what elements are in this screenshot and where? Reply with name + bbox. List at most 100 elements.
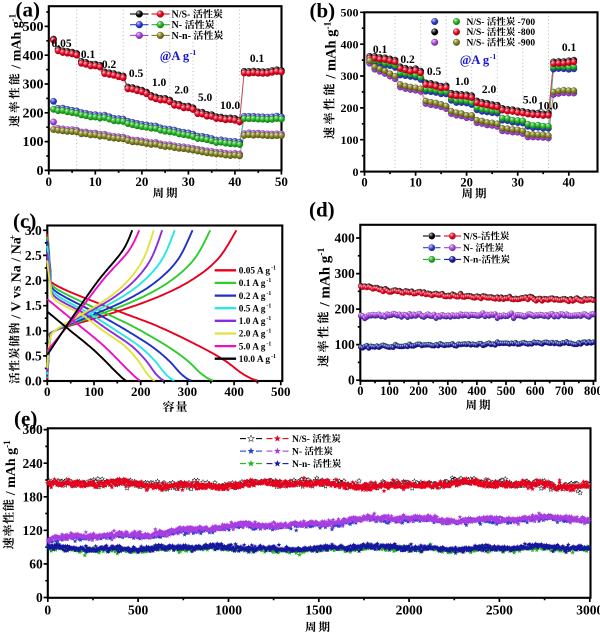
svg-text:10.0: 10.0	[538, 101, 558, 113]
svg-text:200: 200	[23, 106, 44, 121]
svg-text:0: 0	[44, 384, 51, 399]
svg-text:(d): (d)	[309, 198, 335, 222]
svg-text:1500: 1500	[305, 603, 332, 618]
svg-text:0.1: 0.1	[81, 49, 96, 61]
svg-text:-1: -1	[266, 278, 271, 284]
svg-text:300: 300	[335, 266, 356, 281]
svg-text:0.05 A g: 0.05 A g	[239, 267, 271, 277]
svg-text:-1: -1	[266, 316, 271, 322]
svg-text:@A g: @A g	[160, 49, 190, 63]
svg-text:N/S-: N/S-	[172, 10, 193, 21]
svg-text:0.1 A g: 0.1 A g	[239, 279, 266, 289]
svg-text:2.0 A g: 2.0 A g	[239, 330, 266, 340]
svg-text:2000: 2000	[396, 603, 423, 618]
svg-text:(e): (e)	[14, 407, 37, 431]
svg-text:1.5: 1.5	[25, 298, 42, 313]
svg-text:20: 20	[460, 176, 473, 190]
svg-text:2.0: 2.0	[482, 84, 497, 96]
svg-text:-1: -1	[266, 291, 271, 297]
svg-text:(c): (c)	[13, 209, 36, 233]
svg-text:10: 10	[89, 174, 102, 189]
svg-text:(a): (a)	[16, 0, 41, 22]
svg-text:/ mAh g: / mAh g	[4, 448, 19, 499]
svg-text:200: 200	[409, 384, 428, 398]
svg-text:1.0: 1.0	[455, 76, 470, 88]
svg-text:0.5: 0.5	[25, 348, 42, 363]
svg-text:N/S-: N/S-	[463, 232, 481, 242]
svg-text:0.5: 0.5	[129, 68, 144, 80]
svg-text:300: 300	[341, 69, 359, 83]
svg-text:N-: N-	[172, 20, 185, 31]
svg-text:/ mAh g: / mAh g	[324, 29, 340, 83]
svg-text:N/S-: N/S-	[467, 18, 487, 28]
svg-text:20: 20	[135, 174, 148, 189]
svg-text:N-: N-	[463, 244, 475, 254]
svg-text:2.5: 2.5	[25, 248, 42, 263]
svg-text:500: 500	[271, 384, 291, 399]
svg-text:/ mAh g: / mAh g	[318, 255, 334, 310]
svg-text:-900: -900	[515, 39, 535, 49]
svg-text:200: 200	[341, 101, 359, 115]
svg-text:30: 30	[182, 174, 195, 189]
svg-text:-800: -800	[515, 28, 535, 38]
svg-text:1.0: 1.0	[25, 323, 42, 338]
svg-text:(b): (b)	[310, 0, 336, 23]
svg-text:0: 0	[361, 176, 367, 190]
svg-text:100: 100	[23, 135, 44, 150]
svg-text:-1: -1	[316, 248, 327, 256]
svg-text:40: 40	[228, 174, 241, 189]
svg-text:500: 500	[128, 603, 149, 618]
svg-text:N/S-: N/S-	[467, 39, 487, 49]
svg-text:0.5: 0.5	[427, 66, 442, 78]
svg-text:-1: -1	[490, 52, 497, 61]
svg-text:-1: -1	[271, 266, 276, 272]
svg-text:10.0: 10.0	[220, 100, 240, 112]
svg-text:300: 300	[438, 384, 457, 398]
svg-text:-1: -1	[266, 341, 271, 347]
svg-text:400: 400	[23, 49, 44, 64]
svg-text:3000: 3000	[576, 603, 600, 618]
svg-text:0.05: 0.05	[51, 38, 71, 50]
svg-text:/ V vs Na / Na: / V vs Na / Na	[10, 237, 25, 322]
svg-text:1000: 1000	[215, 603, 242, 618]
svg-text:-1: -1	[266, 329, 271, 335]
svg-text:50: 50	[275, 174, 288, 189]
svg-text:-1: -1	[266, 304, 271, 310]
svg-text:N-n-: N-n-	[172, 31, 194, 42]
svg-text:0.0: 0.0	[25, 374, 42, 389]
svg-text:0.2: 0.2	[102, 59, 117, 71]
svg-text:400: 400	[224, 384, 244, 399]
svg-text:500: 500	[23, 20, 44, 35]
svg-text:-1: -1	[271, 354, 276, 360]
svg-text:/ mAh g: / mAh g	[10, 21, 25, 72]
svg-text:5.0: 5.0	[198, 92, 213, 104]
svg-text:0.1: 0.1	[250, 53, 265, 65]
svg-text:0: 0	[353, 165, 359, 179]
svg-text:0.2 A g: 0.2 A g	[239, 292, 266, 302]
svg-text:N-n-: N-n-	[463, 256, 481, 266]
svg-text:500: 500	[497, 384, 516, 398]
svg-text:-1: -1	[323, 21, 333, 29]
svg-text:N/S-: N/S-	[467, 28, 487, 38]
svg-text:100: 100	[341, 133, 359, 147]
svg-text:1.0: 1.0	[152, 77, 167, 89]
svg-text:2.0: 2.0	[25, 273, 42, 288]
svg-text:0: 0	[37, 164, 44, 179]
svg-text:0: 0	[44, 603, 51, 618]
svg-text:0: 0	[36, 590, 43, 605]
svg-text:400: 400	[468, 384, 487, 398]
svg-text:30: 30	[511, 176, 524, 190]
svg-text:300: 300	[178, 384, 198, 399]
svg-text:5.0 A g: 5.0 A g	[239, 342, 266, 352]
svg-text:@A g: @A g	[460, 53, 490, 67]
svg-text:+: +	[8, 235, 18, 240]
svg-text:180: 180	[23, 489, 44, 504]
svg-text:120: 120	[23, 523, 44, 538]
svg-text:-1: -1	[2, 440, 12, 448]
svg-text:-1: -1	[190, 48, 197, 57]
svg-text:0.5 A g: 0.5 A g	[239, 304, 266, 314]
svg-text:10.0 A g: 10.0 A g	[239, 355, 271, 365]
svg-text:N/S-: N/S-	[292, 435, 312, 445]
svg-text:5.0: 5.0	[523, 95, 538, 107]
svg-text:400: 400	[341, 37, 359, 51]
